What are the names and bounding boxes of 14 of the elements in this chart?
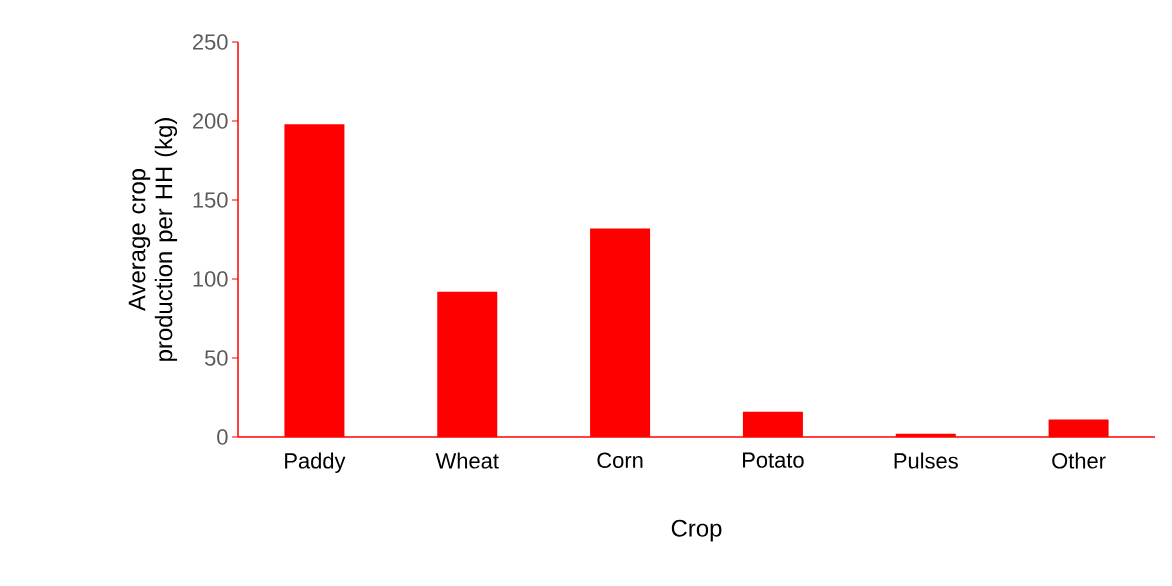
y-tick-label: 100 xyxy=(193,271,228,287)
x-tick-label: Potato xyxy=(743,452,804,468)
x-tick-label: Paddy xyxy=(285,452,346,473)
y-tick-label: 50 xyxy=(204,350,228,366)
y-axis-title: Average crop production per HH (kg) xyxy=(128,118,178,361)
x-tick-label: Wheat xyxy=(435,452,499,469)
y-tick-label: 150 xyxy=(193,192,228,208)
y-tick-label: 200 xyxy=(193,113,228,129)
x-tick-label: Corn xyxy=(597,452,643,469)
x-tick-label: Other xyxy=(1052,452,1106,469)
x-tick-label: Pulses xyxy=(894,452,958,469)
x-axis-title: Crop xyxy=(671,519,722,542)
y-tick-label: 250 xyxy=(193,34,228,50)
y-tick-label: 0 xyxy=(217,429,228,445)
